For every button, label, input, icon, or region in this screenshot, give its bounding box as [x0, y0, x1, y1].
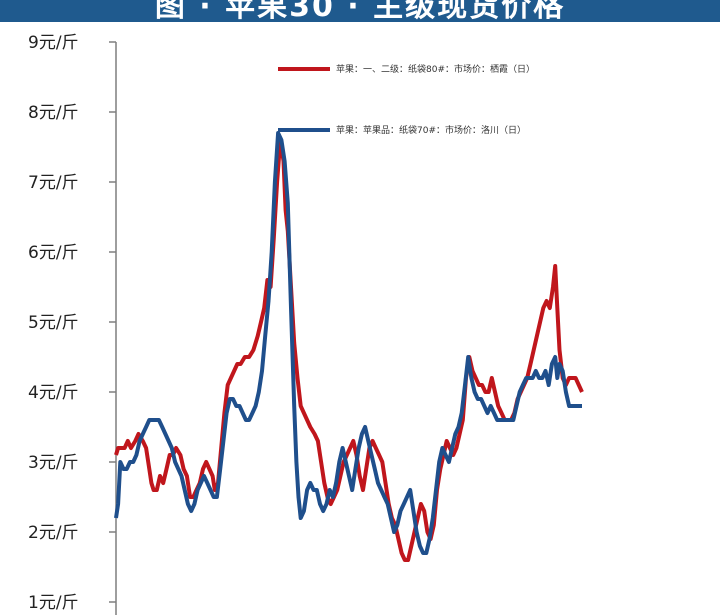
legend-label-1: 苹果：一、二级：纸袋80#：市场价：栖霞（日）: [336, 63, 535, 75]
y-tick-label: 2元/斤: [28, 523, 79, 543]
y-tick-label: 4元/斤: [28, 383, 79, 403]
legend-label-2: 苹果：苹果品：纸袋70#：市场价：洛川（日）: [336, 124, 526, 136]
legend: 苹果：一、二级：纸袋80#：市场价：栖霞（日） 苹果：苹果品：纸袋70#：市场价：…: [278, 63, 535, 136]
y-tick-label: 9元/斤: [28, 33, 79, 53]
y-tick-label: 3元/斤: [28, 453, 79, 473]
y-axis-ticks: 1元/斤 2元/斤 3元/斤 4元/斤 5元/斤 6元/斤 7元/斤 8元/斤 9元/斤: [28, 33, 116, 613]
y-tick-label: 6元/斤: [28, 243, 79, 263]
series-lines: [114, 131, 584, 562]
series-line-2: [114, 131, 582, 555]
y-tick-label: 7元/斤: [28, 173, 79, 193]
y-tick-label: 5元/斤: [28, 313, 79, 333]
y-tick-label: 8元/斤: [28, 103, 79, 123]
chart-title-bar: 图 · 苹果30 · 主级现货价格: [0, 0, 720, 22]
price-line-chart: 1元/斤 2元/斤 3元/斤 4元/斤 5元/斤 6元/斤 7元/斤 8元/斤 9元/斤 苹果：…: [28, 33, 584, 615]
chart-title: 图 · 苹果30 · 主级现货价格: [154, 0, 566, 22]
y-tick-label: 1元/斤: [28, 593, 79, 613]
